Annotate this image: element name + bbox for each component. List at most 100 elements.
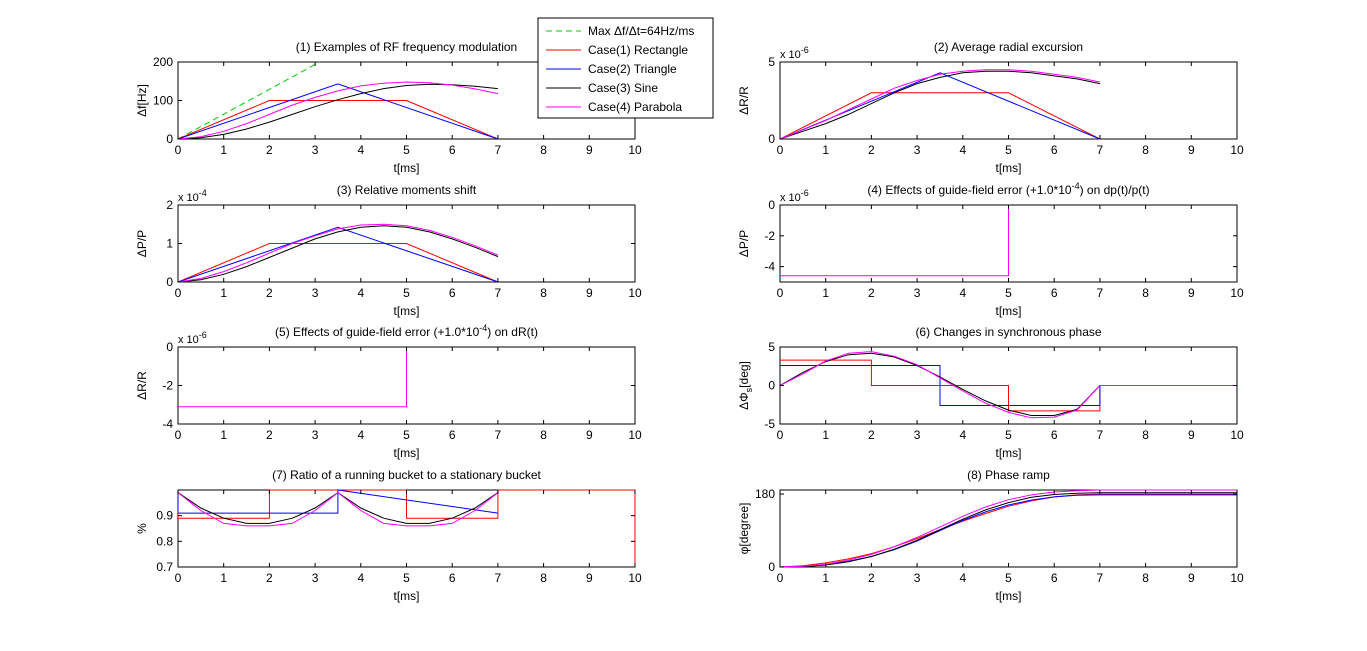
y-axis-label: % — [135, 523, 149, 534]
x-tick-label: 6 — [449, 286, 456, 300]
x-tick-label: 2 — [868, 428, 875, 442]
legend-label-case1: Case(1) Rectangle — [588, 43, 688, 57]
series-group — [178, 61, 499, 140]
y-axis-label: Δf[Hz] — [135, 84, 149, 117]
legend-label-case4: Case(4) Parabola — [588, 100, 682, 114]
y-axis-label: ΔR/R — [737, 86, 751, 115]
axis-exponent-power: -6 — [801, 188, 809, 198]
x-tick-label: 0 — [777, 286, 784, 300]
legend-label-max: Max Δf/Δt=64Hz/ms — [588, 24, 694, 38]
chart-title-sup: -4 — [1072, 181, 1080, 191]
x-tick-label: 1 — [822, 143, 829, 157]
series-line-case2 — [178, 226, 499, 283]
chart-title: (2) Average radial excursion — [934, 40, 1083, 54]
chart-title: (4) Effects of guide-field error (+1.0*1… — [867, 181, 1149, 197]
chart-title-tail: ) on dp(t)/p(t) — [1080, 183, 1150, 197]
y-tick-label: -4 — [764, 260, 775, 274]
x-tick-label: 7 — [495, 143, 502, 157]
series-line-case4 — [780, 489, 1237, 568]
x-tick-label: 2 — [868, 143, 875, 157]
x-tick-label: 4 — [959, 286, 966, 300]
x-tick-label: 4 — [357, 143, 364, 157]
y-axis-label: ΔR/R — [135, 371, 149, 400]
axis-exponent: x 10-4 — [178, 188, 207, 204]
y-tick-label: 0.7 — [156, 560, 173, 574]
x-tick-label: 8 — [540, 286, 547, 300]
chart-panel-p3: 0 1 2 3 4 5 6 7 8 9 10 0 1 2 x 10-4 (3) Relative moment… — [135, 183, 642, 318]
x-tick-label: 5 — [403, 428, 410, 442]
chart-title: (7) Ratio of a running bucket to a stati… — [272, 468, 541, 482]
x-tick-label: 5 — [1005, 428, 1012, 442]
x-tick-label: 1 — [220, 571, 227, 585]
series-line-case1 — [178, 100, 499, 140]
x-tick-label: 6 — [1051, 428, 1058, 442]
x-tick-label: 9 — [586, 571, 593, 585]
x-tick-label: 0 — [175, 143, 182, 157]
x-tick-label: 6 — [1051, 571, 1058, 585]
legend-label-case3: Case(3) Sine — [588, 81, 658, 95]
x-axis-label: t[ms] — [394, 304, 420, 318]
x-tick-label: 10 — [628, 428, 642, 442]
x-tick-label: 3 — [914, 571, 921, 585]
series-line-case2 — [178, 489, 498, 514]
x-tick-label: 9 — [1188, 571, 1195, 585]
series-line-max — [178, 61, 320, 140]
y-axis-label-tail: [deg] — [737, 361, 751, 388]
y-tick-label: 1 — [166, 237, 173, 251]
y-tick-label: 2 — [166, 198, 173, 212]
x-tick-label: 9 — [586, 286, 593, 300]
series-group — [780, 69, 1101, 140]
legend-label-case2: Case(2) Triangle — [588, 62, 677, 76]
x-axis-label: t[ms] — [394, 161, 420, 175]
x-tick-label: 2 — [266, 143, 273, 157]
y-tick-label: -2 — [764, 229, 775, 243]
series-group — [780, 489, 1237, 568]
x-tick-label: 5 — [403, 571, 410, 585]
x-tick-label: 0 — [175, 428, 182, 442]
y-tick-label: 0 — [166, 132, 173, 146]
y-tick-label: 180 — [755, 487, 775, 501]
x-tick-label: 3 — [914, 143, 921, 157]
axis-exponent-power: -6 — [199, 330, 207, 340]
x-tick-label: 1 — [220, 428, 227, 442]
x-tick-label: 2 — [266, 428, 273, 442]
x-tick-label: 2 — [868, 286, 875, 300]
x-tick-label: 4 — [959, 143, 966, 157]
x-tick-label: 3 — [312, 571, 319, 585]
series-line-case3 — [178, 225, 499, 283]
axis-exponent: x 10-6 — [780, 45, 809, 61]
axis-exponent-power: -6 — [801, 45, 809, 55]
x-tick-label: 10 — [1230, 571, 1244, 585]
x-tick-label: 7 — [495, 571, 502, 585]
y-tick-label: 0 — [768, 560, 775, 574]
y-tick-label: 5 — [768, 55, 775, 69]
series-line-case3 — [780, 492, 1237, 568]
x-tick-label: 8 — [540, 428, 547, 442]
x-tick-label: 8 — [540, 571, 547, 585]
y-tick-label: 5 — [768, 340, 775, 354]
legend-box — [537, 17, 714, 119]
x-tick-label: 3 — [312, 286, 319, 300]
series-line-case1 — [178, 243, 499, 283]
x-tick-label: 9 — [1188, 428, 1195, 442]
chart-title: (8) Phase ramp — [967, 468, 1050, 482]
x-axis-label: t[ms] — [996, 304, 1022, 318]
chart-title: (3) Relative moments shift — [337, 183, 477, 197]
chart-title: (1) Examples of RF frequency modulation — [296, 40, 517, 54]
series-line-case3 — [780, 70, 1101, 140]
x-tick-label: 1 — [822, 428, 829, 442]
chart-panel-p2: 0 1 2 3 4 5 6 7 8 9 10 0 5 x 10-6 (2) Average radial e… — [737, 40, 1244, 175]
legend: Max Δf/Δt=64Hz/ms Case(1) Rectangle Case(2… — [537, 17, 714, 119]
y-tick-label: 100 — [153, 94, 173, 108]
x-tick-label: 7 — [1097, 571, 1104, 585]
y-axis-label: ΔP/P — [737, 230, 751, 257]
x-tick-label: 9 — [586, 143, 593, 157]
x-axis-label: t[ms] — [394, 446, 420, 460]
chart-title: (6) Changes in synchronous phase — [915, 325, 1101, 339]
chart-panel-p5: 0 1 2 3 4 5 6 7 8 9 10 0 -2 -4 x 10-6 (5) Effects of gu… — [135, 323, 642, 460]
x-tick-label: 1 — [822, 286, 829, 300]
y-axis-label: φ[degree] — [737, 503, 751, 555]
y-tick-label: 0.9 — [156, 509, 173, 523]
x-tick-label: 8 — [1142, 143, 1149, 157]
